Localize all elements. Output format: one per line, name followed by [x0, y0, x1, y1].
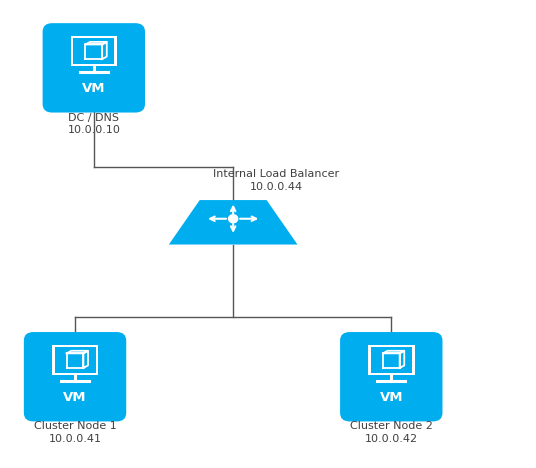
Text: VM: VM — [379, 391, 403, 403]
Text: VM: VM — [63, 391, 87, 403]
Polygon shape — [169, 200, 297, 244]
Text: DC / DNS: DC / DNS — [68, 112, 120, 123]
Text: Internal Load Balancer: Internal Load Balancer — [213, 169, 339, 179]
Circle shape — [228, 215, 238, 223]
Text: 10.0.0.41: 10.0.0.41 — [49, 433, 101, 444]
Text: 10.0.0.10: 10.0.0.10 — [68, 124, 120, 135]
FancyBboxPatch shape — [55, 347, 95, 373]
Text: VM: VM — [82, 82, 106, 95]
FancyBboxPatch shape — [368, 345, 414, 375]
Text: Cluster Node 1: Cluster Node 1 — [34, 421, 116, 431]
FancyBboxPatch shape — [73, 38, 114, 64]
FancyBboxPatch shape — [52, 345, 98, 375]
Text: Cluster Node 2: Cluster Node 2 — [350, 421, 433, 431]
FancyBboxPatch shape — [24, 332, 126, 421]
FancyBboxPatch shape — [71, 36, 117, 66]
FancyBboxPatch shape — [371, 347, 412, 373]
Text: 10.0.0.42: 10.0.0.42 — [364, 433, 418, 444]
FancyBboxPatch shape — [42, 23, 145, 112]
FancyBboxPatch shape — [340, 332, 442, 421]
Text: 10.0.0.44: 10.0.0.44 — [249, 182, 303, 192]
